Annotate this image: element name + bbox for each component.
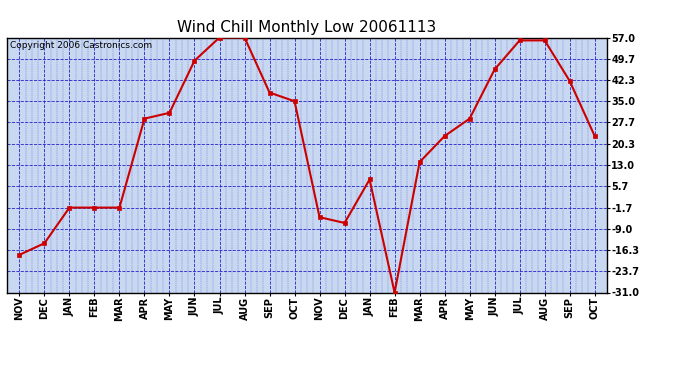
Title: Wind Chill Monthly Low 20061113: Wind Chill Monthly Low 20061113 — [177, 20, 437, 35]
Text: Copyright 2006 Castronics.com: Copyright 2006 Castronics.com — [10, 41, 152, 50]
